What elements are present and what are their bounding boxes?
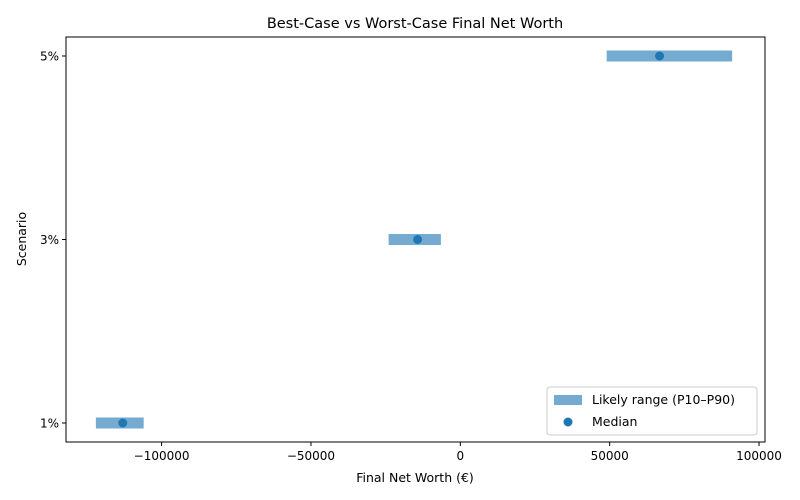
x-tick-label: −50000 <box>287 449 335 463</box>
x-tick-label: 100000 <box>736 449 782 463</box>
legend-median-label: Median <box>592 414 637 429</box>
legend-box <box>546 386 758 436</box>
median-point <box>118 418 128 428</box>
legend-median-marker <box>563 417 573 427</box>
y-axis-label: Scenario <box>14 212 29 266</box>
x-tick-label: −100000 <box>134 449 190 463</box>
y-axis: 1% 3% 5% <box>40 50 66 431</box>
chart-title: Best-Case vs Worst-Case Final Net Worth <box>267 16 563 32</box>
y-tick-label: 3% <box>40 233 59 247</box>
x-axis: −100000 −50000 0 50000 100000 <box>134 442 782 463</box>
legend-range-swatch <box>554 395 582 405</box>
legend-range-label: Likely range (P10–P90) <box>592 392 735 407</box>
x-tick-label: 50000 <box>591 449 629 463</box>
y-tick-label: 1% <box>40 417 59 431</box>
legend: Likely range (P10–P90) Median <box>546 386 758 436</box>
x-axis-label: Final Net Worth (€) <box>356 470 474 485</box>
median-point <box>655 51 665 61</box>
median-point <box>413 235 423 244</box>
x-tick-label: 0 <box>456 449 464 463</box>
range-bar <box>606 50 733 62</box>
plot-area <box>95 50 733 429</box>
y-tick-label: 5% <box>40 50 59 64</box>
